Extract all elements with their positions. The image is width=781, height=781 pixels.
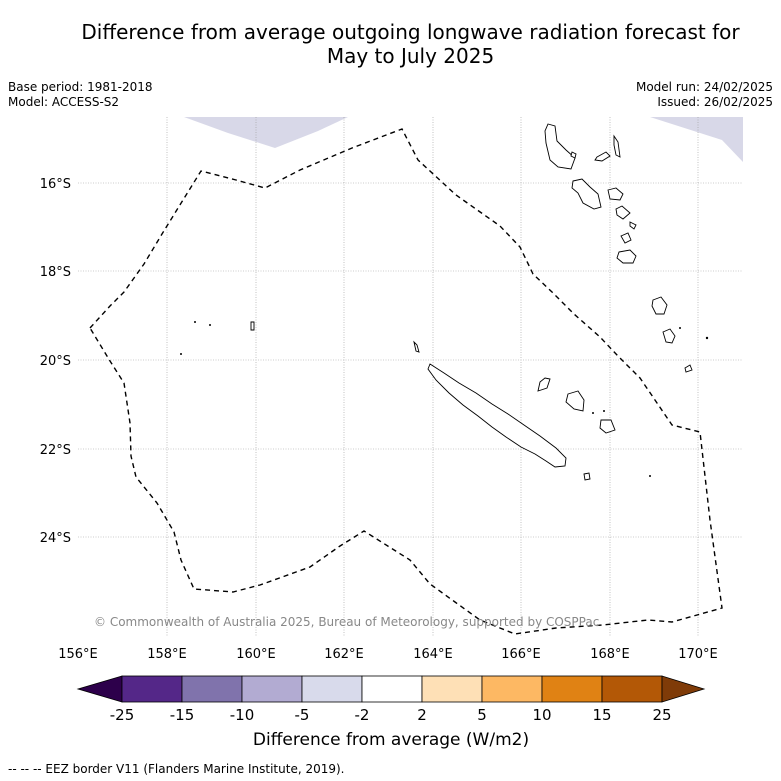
island-ouvea — [537, 377, 551, 392]
island-maewo — [613, 134, 621, 158]
colorbar-tick-label: -25 — [110, 706, 135, 724]
island-pentecost — [607, 187, 624, 201]
lat-tick-label: 22°S — [40, 443, 71, 458]
colorbar-extend-high — [661, 675, 706, 703]
title-line-1: Difference from average outgoing longwav… — [81, 20, 740, 44]
anomaly-region-northeast — [650, 117, 743, 162]
colorbar-tick-label: 5 — [477, 706, 487, 724]
colorbar-tick-label: -2 — [355, 706, 370, 724]
colorbar-tick-label: -15 — [170, 706, 195, 724]
colorbar-bin — [241, 675, 303, 703]
island-ambae — [594, 151, 611, 162]
gridlines — [78, 117, 743, 637]
colorbar-bin — [361, 675, 423, 703]
islet-8 — [592, 412, 594, 414]
island-erromango — [616, 249, 637, 264]
island-new-caledonia — [427, 363, 567, 468]
colorbar-bin — [121, 675, 183, 703]
lon-tick-label: 170°E — [678, 647, 718, 662]
island-isle-of-pines — [583, 472, 591, 481]
lat-tick-label: 16°S — [40, 177, 71, 192]
lat-tick-label: 24°S — [40, 531, 71, 546]
islet-5 — [705, 336, 709, 340]
islet-3 — [180, 353, 182, 355]
lon-tick-label: 166°E — [501, 647, 541, 662]
colorbar-bin — [181, 675, 243, 703]
meta-right: Model run: 24/02/2025 Issued: 26/02/2025 — [636, 80, 773, 110]
islet-6 — [679, 327, 681, 329]
issued-date: Issued: 26/02/2025 — [657, 95, 773, 109]
base-period: Base period: 1981-2018 — [8, 80, 153, 94]
island-shepherds — [629, 221, 637, 230]
islet-1 — [194, 321, 196, 323]
lon-tick-label: 160°E — [236, 647, 276, 662]
lat-tick-labels: 16°S 18°S 20°S 22°S 24°S — [40, 177, 71, 546]
lon-tick-label: 168°E — [590, 647, 630, 662]
islet-4 — [649, 475, 651, 477]
colorbar — [76, 675, 706, 703]
title-line-2: May to July 2025 — [326, 44, 495, 68]
colorbar-tick-label: 25 — [652, 706, 671, 724]
colorbar-extend-low — [76, 675, 123, 703]
anomaly-region-north — [184, 117, 348, 148]
islands — [250, 123, 693, 481]
colorbar-tick-labels: -25 -15 -10 -5 -2 2 5 10 15 25 — [110, 706, 672, 724]
chart-title: Difference from average outgoing longwav… — [40, 20, 781, 68]
island-malekula — [571, 178, 602, 210]
colorbar-tick-label: 15 — [592, 706, 611, 724]
colorbar-bin — [481, 675, 543, 703]
island-malo — [570, 151, 577, 159]
island-efate — [620, 232, 632, 244]
islets — [180, 321, 709, 477]
lon-tick-label: 164°E — [413, 647, 453, 662]
eez-footnote: -- -- -- EEZ border V11 (Flanders Marine… — [8, 762, 345, 776]
lat-tick-label: 20°S — [40, 354, 71, 369]
colorbar-title: Difference from average (W/m2) — [252, 730, 530, 750]
island-matthew — [684, 364, 693, 373]
model-run: Model run: 24/02/2025 — [635, 80, 773, 94]
model-name: Model: ACCESS-S2 — [8, 95, 120, 109]
colorbar-tick-label: -10 — [230, 706, 255, 724]
colorbar-bin — [301, 675, 363, 703]
colorbar-bin — [541, 675, 603, 703]
colorbar-tick-label: 10 — [532, 706, 551, 724]
islet-7 — [603, 410, 605, 412]
island-aneityum — [662, 328, 676, 344]
island-espiritu-santo — [544, 123, 576, 170]
islet-2 — [209, 324, 211, 326]
lon-tick-label: 156°E — [58, 647, 98, 662]
island-epi — [615, 205, 631, 220]
map-frame — [78, 117, 743, 637]
island-mare — [599, 419, 616, 434]
lon-tick-labels: 156°E 158°E 160°E 162°E 164°E 166°E 168°… — [58, 647, 718, 662]
island-tanna — [651, 296, 668, 315]
colorbar-tick-label: -5 — [295, 706, 310, 724]
colorbar-bin — [601, 675, 663, 703]
eez-border — [89, 128, 723, 635]
lon-tick-label: 162°E — [324, 647, 364, 662]
colorbar-bin — [421, 675, 483, 703]
island-lifou — [565, 390, 585, 412]
lon-tick-label: 158°E — [147, 647, 187, 662]
copyright-text: © Commonwealth of Australia 2025, Bureau… — [94, 615, 599, 629]
island-chesterfield — [250, 321, 255, 331]
lat-tick-label: 18°S — [40, 265, 71, 280]
colorbar-tick-label: 2 — [417, 706, 427, 724]
island-belep — [413, 340, 420, 353]
meta-left: Base period: 1981-2018 Model: ACCESS-S2 — [8, 80, 153, 110]
